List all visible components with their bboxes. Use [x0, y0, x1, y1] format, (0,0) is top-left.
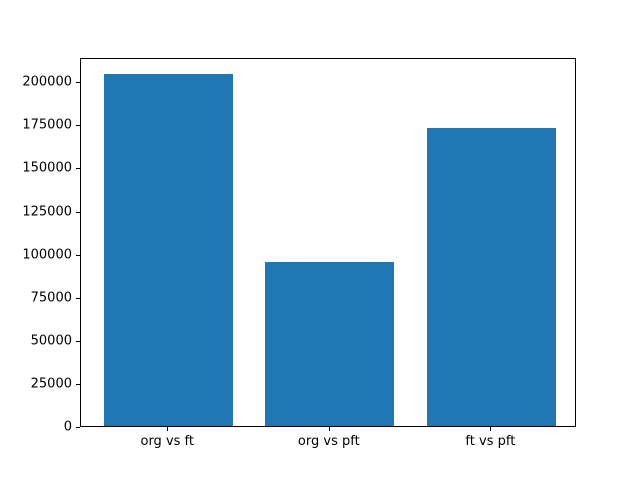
plot-area	[80, 57, 576, 428]
y-tick-label: 0	[63, 419, 72, 435]
y-tick-mark	[76, 82, 80, 84]
y-tick-label: 150000	[22, 160, 72, 176]
x-tick-mark	[328, 427, 330, 432]
y-tick-label: 75000	[30, 290, 72, 306]
y-tick-mark	[76, 384, 80, 386]
y-tick-label: 50000	[30, 333, 72, 349]
y-tick-mark	[76, 340, 80, 342]
bar-org-vs-pft	[265, 262, 395, 427]
y-tick-mark	[76, 125, 80, 127]
y-tick-label: 100000	[22, 247, 72, 263]
y-tick-label: 200000	[22, 74, 72, 90]
y-tick-mark	[76, 254, 80, 256]
y-tick-label: 125000	[22, 204, 72, 219]
y-tick-label: 175000	[22, 117, 72, 133]
y-tick-mark	[76, 427, 80, 429]
x-tick-mark	[490, 427, 492, 432]
y-tick-mark	[76, 211, 80, 213]
bar-ft-vs-pft	[426, 127, 556, 427]
x-tick-label: org vs ft	[140, 434, 194, 450]
x-tick-mark	[167, 427, 169, 432]
x-tick-label: ft vs pft	[465, 434, 516, 450]
y-tick-mark	[76, 168, 80, 170]
x-tick-label: org vs pft	[297, 434, 360, 450]
bar-org-vs-ft	[103, 74, 233, 427]
y-tick-label: 25000	[30, 376, 72, 392]
y-tick-mark	[76, 297, 80, 299]
